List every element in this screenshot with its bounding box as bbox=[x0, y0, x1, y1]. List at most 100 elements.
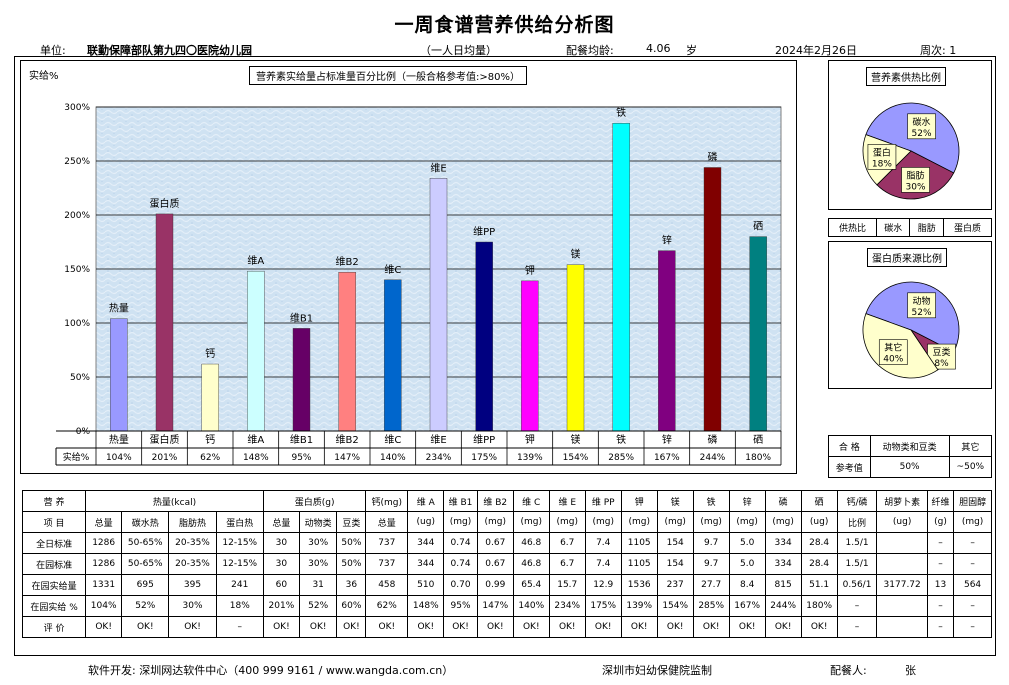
table-row: 在园实给 % 104% 52% 30% 18% 201% 52% 60% 62% 148% 95% 1… bbox=[21, 595, 992, 617]
table-cell bbox=[876, 553, 928, 575]
table-cell: 51.1 bbox=[800, 574, 838, 596]
table-cell: 147% bbox=[476, 595, 514, 617]
unit-value: 联勤保障部队第九四〇医院幼儿园 bbox=[87, 44, 252, 57]
slice-label: 豆类 bbox=[933, 346, 951, 358]
table-cell: 140% bbox=[512, 595, 550, 617]
table-cell: OK! bbox=[764, 616, 802, 638]
table-cell: 737 bbox=[365, 553, 409, 575]
table-cell: – bbox=[926, 553, 955, 575]
column-subheader: 总量 bbox=[365, 511, 409, 533]
x-tick-label: 磷 bbox=[708, 433, 718, 446]
table-cell: 458 bbox=[365, 574, 409, 596]
bar-label: 维B2 bbox=[336, 255, 359, 268]
table-cell: 36 bbox=[336, 574, 367, 596]
table-cell: 50-65% bbox=[121, 553, 170, 575]
table-cell: 1.5/1 bbox=[836, 532, 878, 554]
column-subheader: (mg) bbox=[512, 511, 550, 533]
table-cell: 815 bbox=[764, 574, 802, 596]
bar-chart: 0%50%100%150%200%250%300%热量蛋白质钙维A维B1维B2维… bbox=[55, 103, 782, 466]
column-subheader: (ug) bbox=[800, 511, 838, 533]
table-cell bbox=[876, 616, 928, 638]
software-credit: 软件开发: 深圳网达软件中心（400 999 9161 / www.wangda… bbox=[88, 664, 454, 677]
week-number: 周次: 1 bbox=[920, 44, 957, 57]
column-subheader: 比例 bbox=[836, 511, 878, 533]
slice-percent: 8% bbox=[934, 359, 949, 369]
table-cell: 148% bbox=[407, 595, 445, 617]
slice-label-box bbox=[901, 167, 930, 193]
table-cell: – bbox=[215, 616, 264, 638]
y-tick-label: 300% bbox=[64, 103, 90, 113]
table-cell: 0.67 bbox=[476, 532, 514, 554]
table-cell: 564 bbox=[953, 574, 992, 596]
ratio-row-table: 供热比 碳水 脂肪 蛋白质 bbox=[828, 218, 992, 237]
column-header: 维 PP bbox=[584, 490, 622, 512]
table-cell: 46.8 bbox=[512, 553, 550, 575]
table-cell: – bbox=[926, 532, 955, 554]
table-cell: 50% bbox=[336, 532, 367, 554]
table-cell: 7.4 bbox=[584, 553, 622, 575]
table-cell bbox=[876, 532, 928, 554]
table-cell: 1105 bbox=[620, 532, 658, 554]
slice-percent: 30% bbox=[906, 182, 926, 192]
age-label: 配餐均龄: bbox=[566, 44, 614, 57]
column-subheader: (mg) bbox=[443, 511, 478, 533]
table-row: 全日标准 1286 50-65% 20-35% 12-15% 30 30% 50% 737 344… bbox=[21, 532, 992, 554]
table-cell: – bbox=[926, 616, 955, 638]
bar-label: 维A bbox=[247, 254, 264, 267]
table-cell: 27.7 bbox=[692, 574, 730, 596]
column-subheader: (mg) bbox=[620, 511, 658, 533]
column-subheader: 蛋白热 bbox=[215, 511, 264, 533]
ratio-protein: 蛋白质 bbox=[943, 218, 992, 237]
column-subheader: (mg) bbox=[764, 511, 802, 533]
table-cell: 154 bbox=[656, 553, 694, 575]
table-cell: 46.8 bbox=[512, 532, 550, 554]
bar-label: 铁 bbox=[616, 106, 626, 119]
table-row: 在园实给量 1331 695 395 241 60 31 36 458 510 0.70 0.99 65… bbox=[21, 574, 992, 596]
table-cell: 31 bbox=[298, 574, 338, 596]
table-cell: 1.5/1 bbox=[836, 553, 878, 575]
table-cell: 12-15% bbox=[215, 553, 264, 575]
table-cell: 95% bbox=[443, 595, 478, 617]
dietitian-label: 配餐人: bbox=[830, 664, 867, 677]
data-label: 147% bbox=[334, 453, 360, 463]
table-cell: OK! bbox=[168, 616, 217, 638]
bar-label: 维PP bbox=[473, 225, 495, 238]
bar bbox=[155, 213, 174, 432]
x-tick-label: 维C bbox=[384, 433, 401, 446]
column-subheader: 碳水热 bbox=[121, 511, 170, 533]
x-tick-label: 硒 bbox=[753, 434, 763, 446]
column-header: 热量(kcal) bbox=[85, 490, 264, 512]
table-cell: 52% bbox=[298, 595, 338, 617]
ratio-label: 供热比 bbox=[828, 218, 877, 237]
x-tick-label: 镁 bbox=[571, 433, 581, 446]
chart-title: 营养素实给量占标准量百分比例（一般合格参考值:>80%） bbox=[249, 66, 527, 85]
x-tick-label: 钾 bbox=[525, 433, 535, 446]
slice-percent: 52% bbox=[912, 129, 932, 139]
table-cell: 0.74 bbox=[443, 532, 478, 554]
data-label: 244% bbox=[700, 453, 726, 463]
reference-other: ~50% bbox=[948, 456, 993, 478]
table-cell: 1105 bbox=[620, 553, 658, 575]
table-cell: 30 bbox=[262, 532, 300, 554]
slice-label-box bbox=[907, 292, 936, 319]
column-subheader: (mg) bbox=[548, 511, 586, 533]
supervisor-credit: 深圳市妇幼保健院监制 bbox=[602, 664, 712, 677]
bar bbox=[247, 270, 265, 432]
table-cell: 60 bbox=[262, 574, 300, 596]
bar bbox=[612, 123, 630, 432]
table-cell: – bbox=[836, 595, 878, 617]
table-cell: OK! bbox=[336, 616, 367, 638]
table-cell: 201% bbox=[262, 595, 300, 617]
ratio-fat: 脂肪 bbox=[909, 218, 945, 237]
column-subheader: (mg) bbox=[953, 511, 992, 533]
column-subheader: 豆类 bbox=[336, 511, 367, 533]
x-tick-label: 维B2 bbox=[336, 433, 359, 446]
column-subheader: 总量 bbox=[262, 511, 300, 533]
bar-label: 镁 bbox=[571, 248, 581, 261]
table-cell: OK! bbox=[262, 616, 300, 638]
table-cell: 737 bbox=[365, 532, 409, 554]
bar-label: 热量 bbox=[109, 302, 129, 315]
column-header: 维 B2 bbox=[476, 490, 514, 512]
bar-label: 维B1 bbox=[290, 311, 313, 324]
